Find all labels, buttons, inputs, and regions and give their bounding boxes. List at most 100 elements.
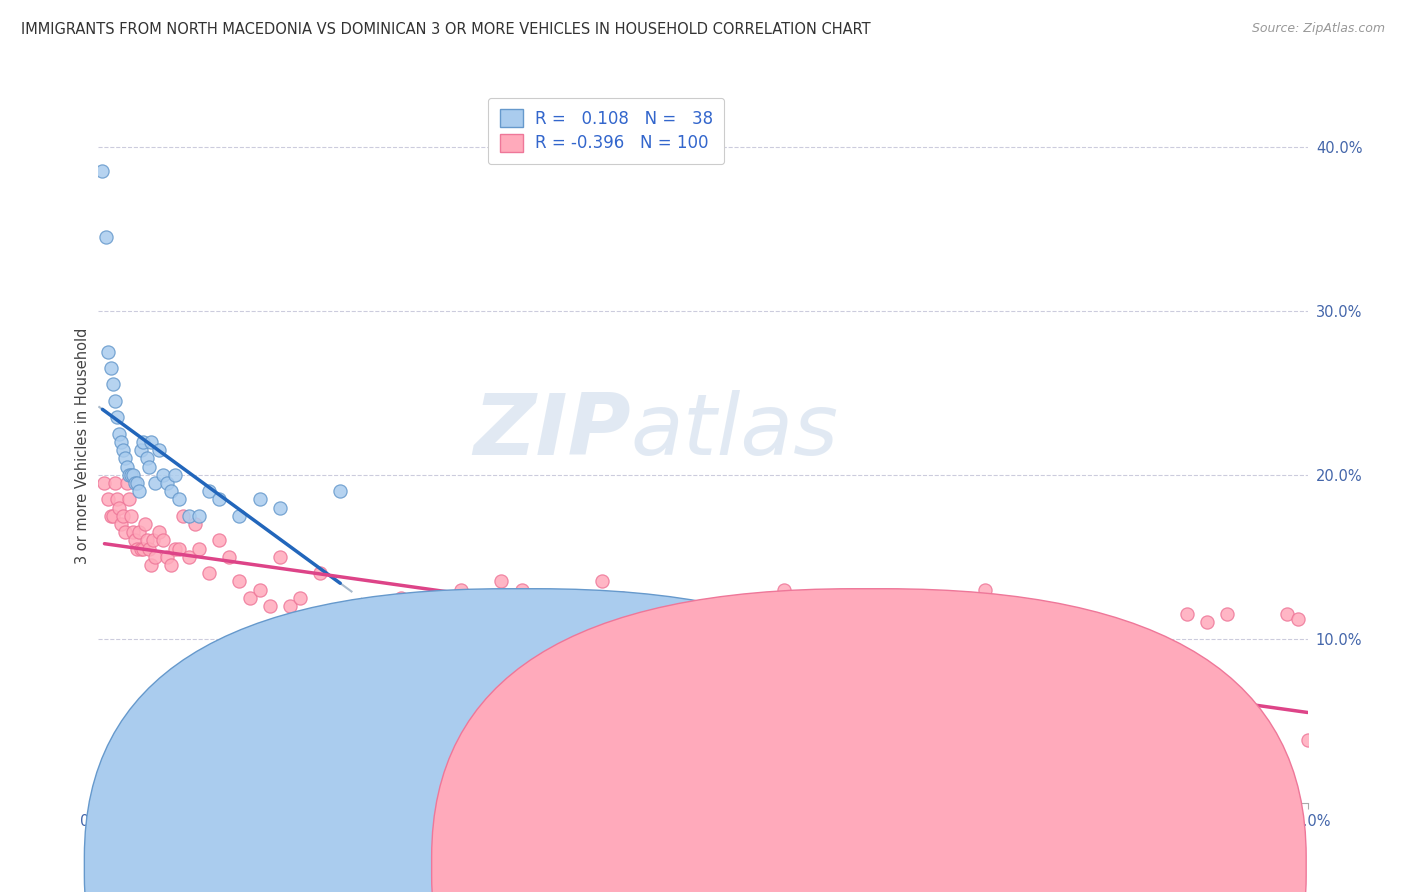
Point xyxy=(198,484,221,499)
Point xyxy=(1175,607,1198,622)
Point xyxy=(103,393,125,408)
Point xyxy=(128,525,150,540)
Point xyxy=(269,549,291,564)
Point xyxy=(91,164,114,178)
Point xyxy=(114,525,136,540)
Point xyxy=(156,475,179,490)
Point xyxy=(953,730,976,744)
Point xyxy=(370,657,392,671)
Point xyxy=(129,541,152,556)
Point xyxy=(612,591,634,605)
Point xyxy=(409,665,432,679)
Point xyxy=(142,533,165,548)
Point xyxy=(138,459,160,474)
Point xyxy=(249,582,271,597)
Point xyxy=(752,739,775,753)
Point xyxy=(651,648,673,662)
Point xyxy=(1236,733,1258,747)
Point xyxy=(125,541,148,556)
Point xyxy=(228,574,250,589)
Point xyxy=(793,591,815,605)
Point xyxy=(111,443,134,458)
Point xyxy=(672,599,695,613)
Point xyxy=(139,434,162,449)
Point xyxy=(121,525,143,540)
Point xyxy=(278,599,301,613)
Text: Dominicans: Dominicans xyxy=(890,859,976,873)
Point xyxy=(139,558,162,572)
Point xyxy=(1216,607,1239,622)
Point xyxy=(100,508,122,523)
Point xyxy=(156,549,179,564)
Point xyxy=(1286,612,1309,626)
Point xyxy=(163,467,186,482)
Point xyxy=(96,230,118,244)
Point xyxy=(208,492,231,507)
Point xyxy=(239,591,262,605)
Point xyxy=(853,615,876,630)
Point xyxy=(309,566,332,581)
Point xyxy=(110,434,132,449)
Point xyxy=(329,484,352,499)
Point xyxy=(349,615,371,630)
Point xyxy=(510,582,533,597)
Point xyxy=(208,533,231,548)
Point xyxy=(152,467,174,482)
Point xyxy=(138,541,160,556)
Point xyxy=(179,508,201,523)
Point xyxy=(167,541,190,556)
Point xyxy=(1195,615,1218,630)
Point xyxy=(470,648,492,662)
Point xyxy=(101,508,124,523)
Point xyxy=(114,451,136,466)
Point xyxy=(101,377,124,392)
Point xyxy=(100,361,122,376)
Point xyxy=(591,574,613,589)
Point xyxy=(128,484,150,499)
Point xyxy=(124,533,146,548)
Point xyxy=(399,607,422,622)
Point xyxy=(1296,733,1319,747)
Point xyxy=(249,492,271,507)
Point xyxy=(143,549,166,564)
Point xyxy=(135,533,157,548)
Point xyxy=(1277,607,1299,622)
Point xyxy=(124,475,146,490)
Legend: R =   0.108   N =   38, R = -0.396   N = 100: R = 0.108 N = 38, R = -0.396 N = 100 xyxy=(488,97,724,164)
Point xyxy=(1014,607,1036,622)
Point xyxy=(103,475,125,490)
Point xyxy=(460,599,482,613)
Point xyxy=(148,443,170,458)
Point xyxy=(269,500,291,515)
Point xyxy=(110,516,132,531)
Point xyxy=(111,508,134,523)
Point xyxy=(163,541,186,556)
Point xyxy=(118,467,141,482)
Point xyxy=(813,698,835,712)
Text: Source: ZipAtlas.com: Source: ZipAtlas.com xyxy=(1251,22,1385,36)
Point xyxy=(832,607,855,622)
Point xyxy=(160,484,183,499)
Point xyxy=(120,508,142,523)
Point xyxy=(218,549,240,564)
Point xyxy=(188,541,211,556)
Point xyxy=(1135,730,1157,744)
Point xyxy=(288,591,311,605)
Point xyxy=(134,516,156,531)
Point xyxy=(440,615,463,630)
Point xyxy=(115,475,138,490)
Point xyxy=(491,574,513,589)
Point xyxy=(733,730,755,744)
Point xyxy=(551,599,574,613)
Point xyxy=(420,681,443,695)
Point xyxy=(228,508,250,523)
Text: atlas: atlas xyxy=(630,390,838,474)
Point xyxy=(125,475,148,490)
Point xyxy=(1256,747,1278,761)
Point xyxy=(97,344,120,359)
Point xyxy=(188,508,211,523)
Point xyxy=(167,492,190,507)
Point xyxy=(1095,722,1118,736)
Text: ZIP: ZIP xyxy=(472,390,630,474)
Point xyxy=(631,681,654,695)
